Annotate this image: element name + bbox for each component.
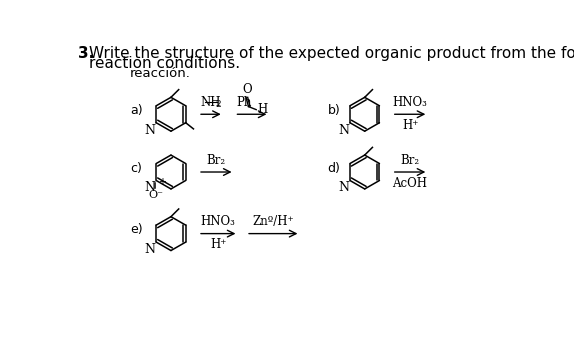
Text: N: N (338, 124, 349, 136)
Text: Write the structure of the expected organic product from the following: Write the structure of the expected orga… (89, 46, 574, 61)
Text: reacción.: reacción. (130, 67, 191, 80)
Text: c): c) (130, 162, 142, 174)
Text: H: H (257, 103, 267, 116)
Text: 3.: 3. (78, 46, 94, 61)
Text: HNO₃: HNO₃ (201, 215, 236, 228)
Text: 2: 2 (215, 100, 221, 109)
Text: H⁺: H⁺ (402, 119, 418, 132)
Text: O⁻: O⁻ (148, 191, 163, 200)
Text: N: N (145, 243, 156, 256)
Text: HNO₃: HNO₃ (393, 96, 428, 109)
Text: NH: NH (200, 96, 221, 109)
Text: N: N (145, 181, 156, 194)
Text: b): b) (328, 104, 340, 117)
Text: H⁺: H⁺ (210, 238, 226, 251)
Text: AcOH: AcOH (393, 177, 428, 190)
Text: N: N (145, 124, 156, 136)
Text: +: + (158, 177, 166, 187)
Text: d): d) (328, 162, 340, 174)
Text: a): a) (130, 104, 142, 117)
Text: Br₂: Br₂ (401, 154, 420, 166)
Text: e): e) (130, 223, 142, 236)
Text: Ph: Ph (236, 96, 251, 109)
Text: N: N (338, 181, 349, 194)
Text: Br₂: Br₂ (207, 154, 226, 166)
Text: Znº/H⁺: Znº/H⁺ (253, 215, 294, 228)
Text: reaction conditions.: reaction conditions. (89, 56, 240, 71)
Text: O: O (243, 83, 253, 96)
